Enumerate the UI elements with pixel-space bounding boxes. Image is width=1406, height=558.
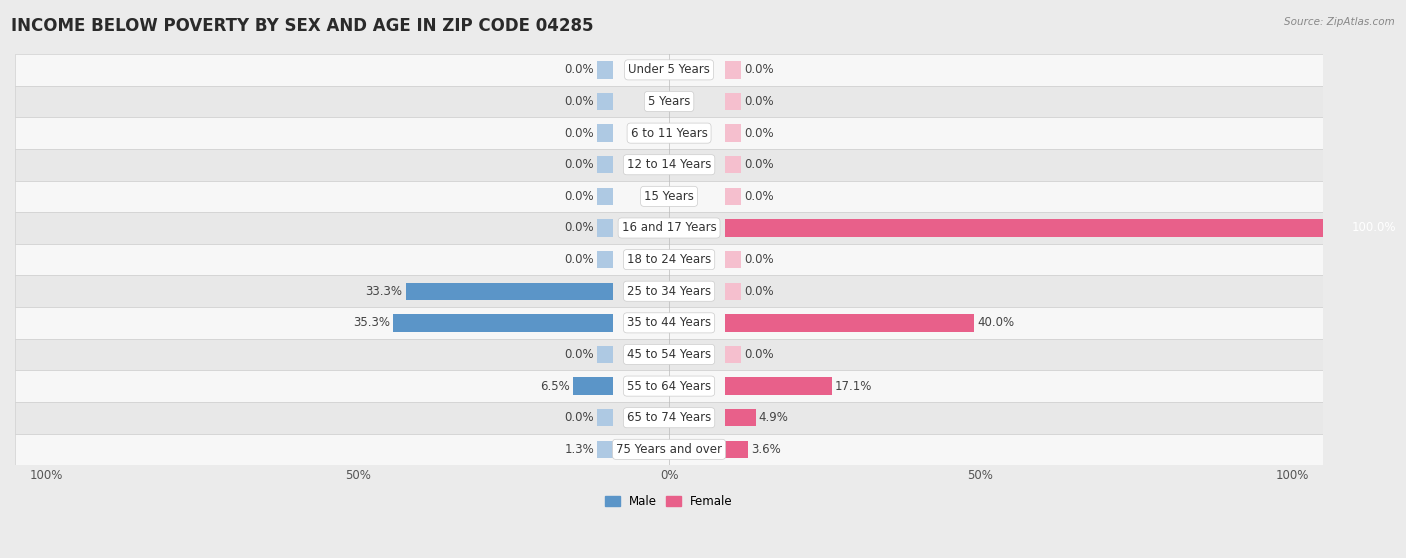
Text: 45 to 54 Years: 45 to 54 Years (627, 348, 711, 361)
Text: 3.6%: 3.6% (751, 443, 780, 456)
Text: 12 to 14 Years: 12 to 14 Years (627, 158, 711, 171)
Bar (598, 93, 613, 110)
Text: 0.0%: 0.0% (744, 127, 773, 140)
Text: 0.0%: 0.0% (744, 95, 773, 108)
Bar (15, 402, 1323, 434)
Bar (598, 187, 613, 205)
Bar (15, 212, 1323, 244)
Bar (15, 339, 1323, 371)
Text: 0.0%: 0.0% (744, 64, 773, 76)
Text: 25 to 34 Years: 25 to 34 Years (627, 285, 711, 298)
Bar (725, 377, 832, 395)
Bar (15, 276, 1323, 307)
Bar (725, 314, 974, 331)
Bar (15, 181, 1323, 212)
Bar (725, 156, 741, 174)
Text: 0.0%: 0.0% (565, 253, 595, 266)
Bar (15, 371, 1323, 402)
Text: 16 and 17 Years: 16 and 17 Years (621, 222, 717, 234)
Text: 17.1%: 17.1% (835, 379, 872, 393)
Text: 4.9%: 4.9% (759, 411, 789, 424)
Bar (394, 314, 613, 331)
Text: 6.5%: 6.5% (540, 379, 569, 393)
Bar (725, 187, 741, 205)
Bar (725, 282, 741, 300)
Text: 6 to 11 Years: 6 to 11 Years (631, 127, 707, 140)
Bar (15, 244, 1323, 276)
Text: 100.0%: 100.0% (1351, 222, 1396, 234)
Bar (15, 117, 1323, 149)
Text: 5 Years: 5 Years (648, 95, 690, 108)
Text: 18 to 24 Years: 18 to 24 Years (627, 253, 711, 266)
Bar (725, 61, 741, 79)
Text: 0.0%: 0.0% (565, 64, 595, 76)
Bar (598, 219, 613, 237)
Bar (572, 377, 613, 395)
Text: 55 to 64 Years: 55 to 64 Years (627, 379, 711, 393)
Bar (15, 307, 1323, 339)
Bar (15, 149, 1323, 181)
Text: 0.0%: 0.0% (744, 348, 773, 361)
Text: 35.3%: 35.3% (353, 316, 389, 329)
Text: 0.0%: 0.0% (565, 348, 595, 361)
Bar (725, 93, 741, 110)
Bar (725, 124, 741, 142)
Bar (15, 434, 1323, 465)
Bar (725, 346, 741, 363)
Bar (598, 61, 613, 79)
Bar (725, 251, 741, 268)
Text: 65 to 74 Years: 65 to 74 Years (627, 411, 711, 424)
Bar (598, 346, 613, 363)
Bar (725, 219, 1348, 237)
Text: 0.0%: 0.0% (565, 222, 595, 234)
Text: 0.0%: 0.0% (744, 190, 773, 203)
Bar (598, 251, 613, 268)
Text: 0.0%: 0.0% (565, 411, 595, 424)
Text: 15 Years: 15 Years (644, 190, 695, 203)
Text: 0.0%: 0.0% (744, 285, 773, 298)
Bar (725, 441, 748, 458)
Text: 40.0%: 40.0% (977, 316, 1015, 329)
Bar (15, 54, 1323, 86)
Bar (598, 124, 613, 142)
Text: INCOME BELOW POVERTY BY SEX AND AGE IN ZIP CODE 04285: INCOME BELOW POVERTY BY SEX AND AGE IN Z… (11, 17, 593, 35)
Text: 1.3%: 1.3% (565, 443, 595, 456)
Text: 0.0%: 0.0% (744, 253, 773, 266)
Text: 75 Years and over: 75 Years and over (616, 443, 723, 456)
Text: 0.0%: 0.0% (565, 127, 595, 140)
Text: Source: ZipAtlas.com: Source: ZipAtlas.com (1284, 17, 1395, 27)
Bar (598, 409, 613, 426)
Bar (725, 409, 755, 426)
Bar (598, 441, 613, 458)
Bar (15, 86, 1323, 117)
Text: 0.0%: 0.0% (565, 158, 595, 171)
Text: 35 to 44 Years: 35 to 44 Years (627, 316, 711, 329)
Text: 0.0%: 0.0% (565, 190, 595, 203)
Text: 33.3%: 33.3% (366, 285, 402, 298)
Text: 0.0%: 0.0% (565, 95, 595, 108)
Bar (598, 156, 613, 174)
Text: 0.0%: 0.0% (744, 158, 773, 171)
Bar (405, 282, 613, 300)
Text: Under 5 Years: Under 5 Years (628, 64, 710, 76)
Legend: Male, Female: Male, Female (600, 490, 737, 513)
